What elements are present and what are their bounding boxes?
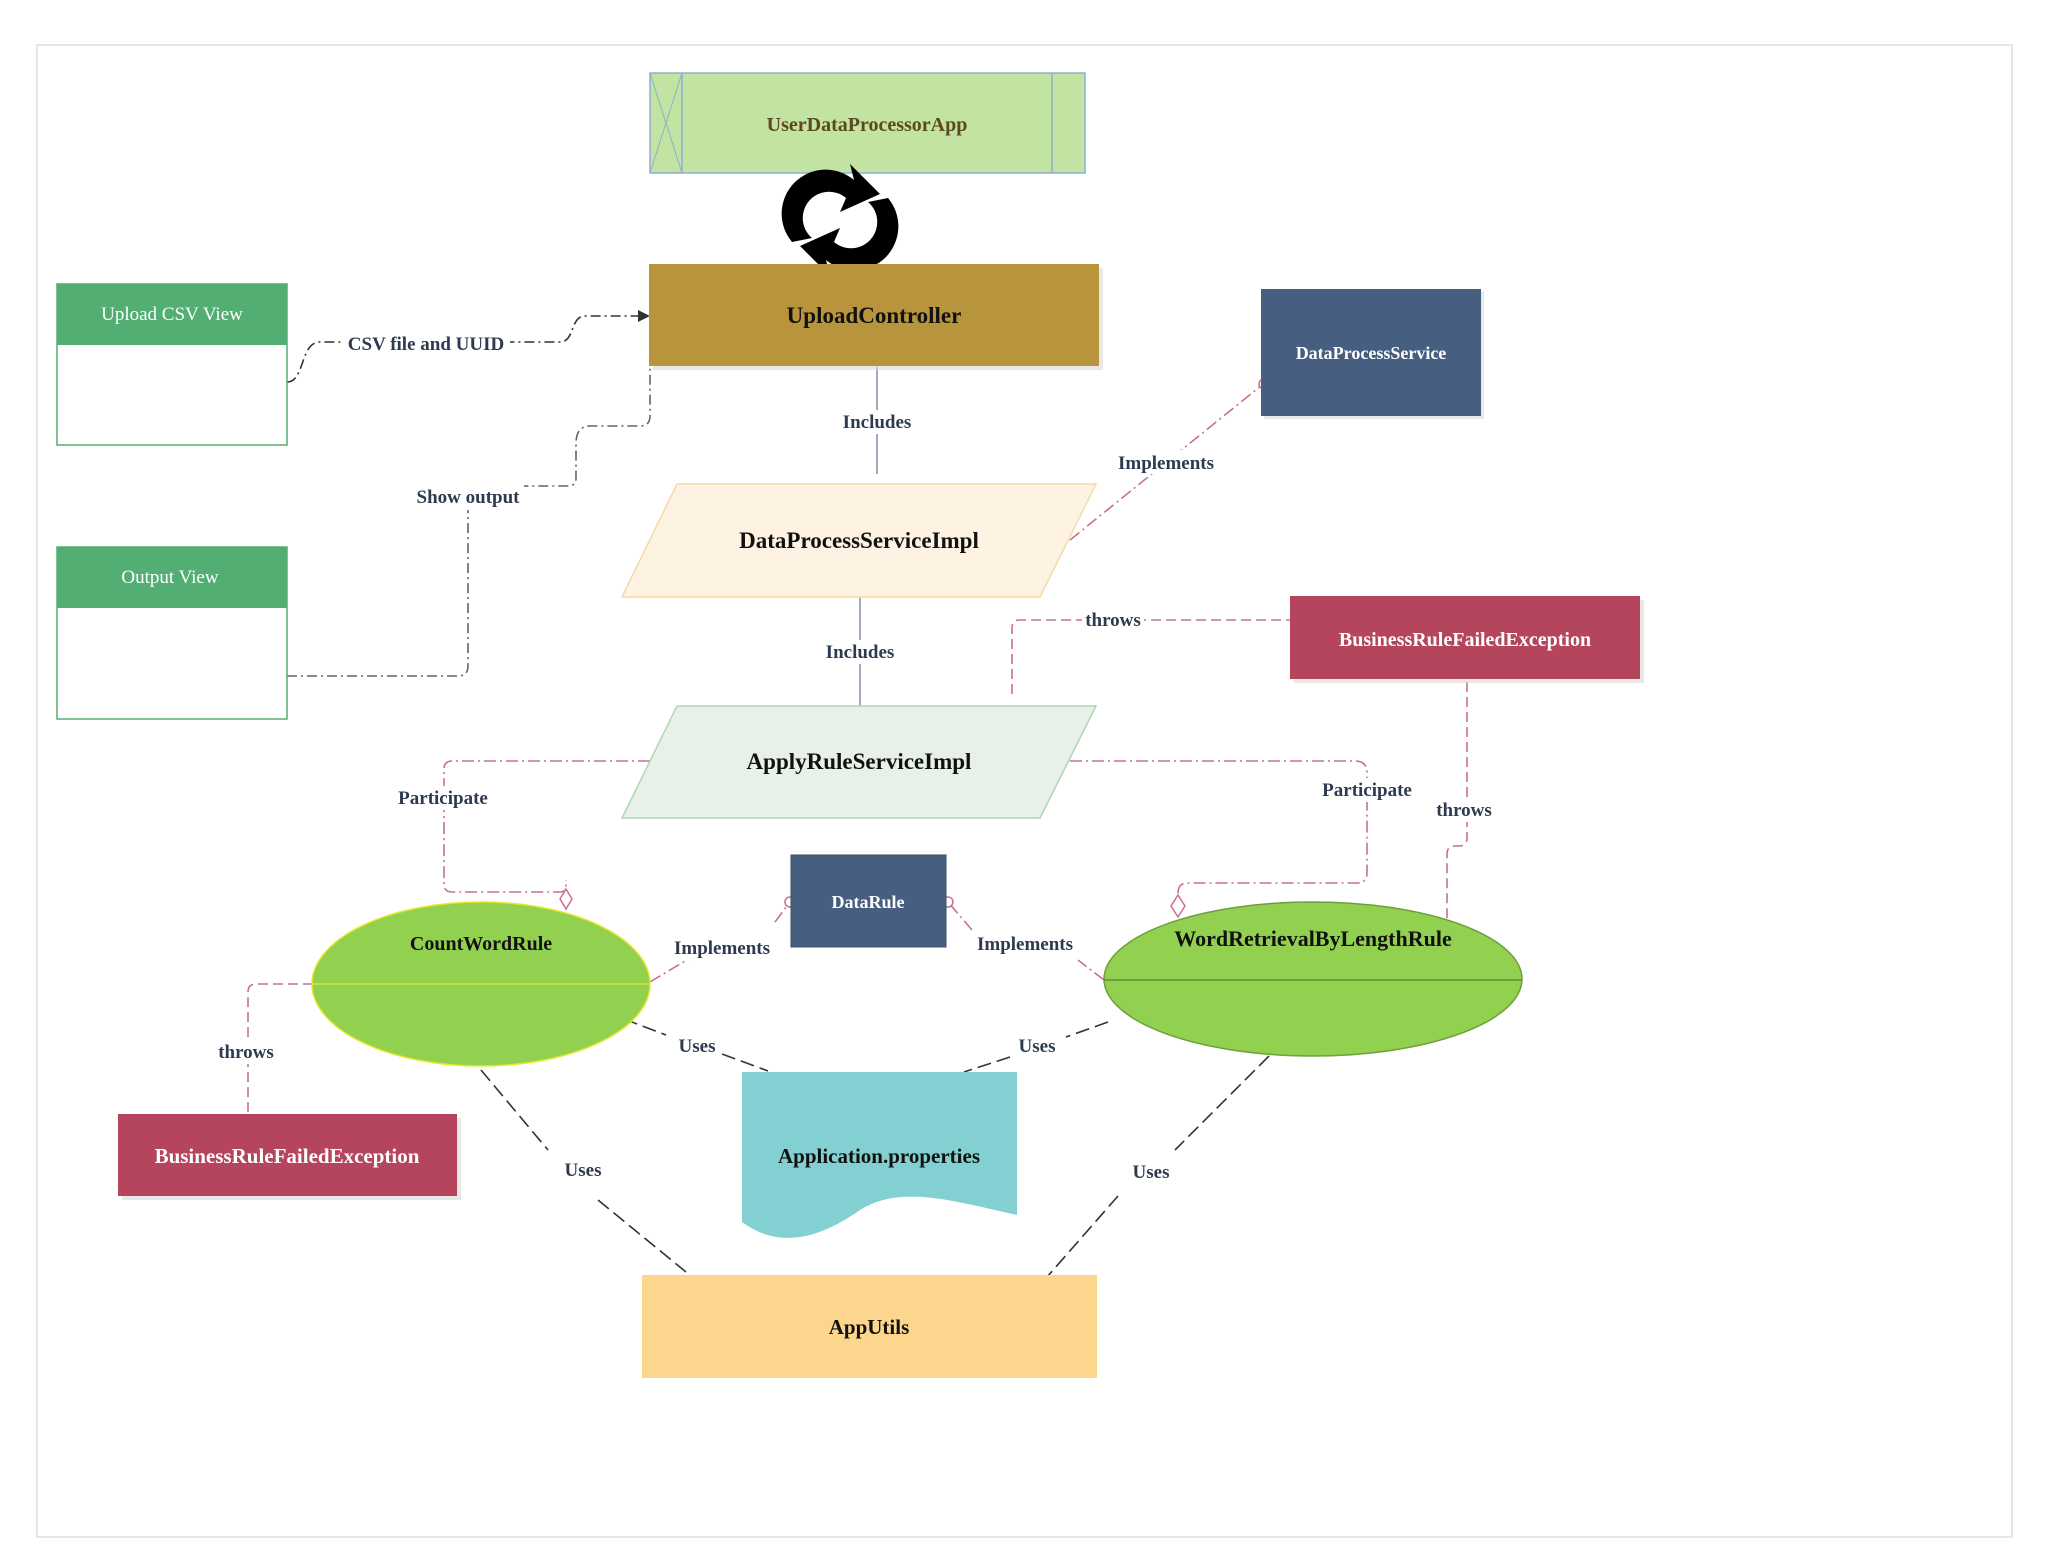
edge-throws-top	[1011, 619, 1292, 694]
business-rule-exception-left-label: BusinessRuleFailedException	[155, 1144, 420, 1168]
uses-utils-left-label-bg	[558, 1158, 608, 1182]
edge-implements-service	[1069, 384, 1263, 541]
business-rule-exception-left-box	[118, 1114, 457, 1196]
throws-right-label-bg	[1432, 798, 1496, 822]
edge-label-implements-right: Implements	[977, 934, 1073, 955]
word-retrieval-rule-shape	[1103, 901, 1523, 1057]
edge-throws-right	[1446, 682, 1468, 920]
app-utils-label: AppUtils	[829, 1315, 910, 1339]
node-apply-rule-service-impl[interactable]: ApplyRuleServiceImpl	[620, 705, 1098, 819]
upload-csv-view-header	[57, 284, 287, 345]
apply-rule-service-impl-label: ApplyRuleServiceImpl	[747, 749, 972, 774]
data-process-service-box	[1261, 289, 1481, 416]
data-process-service-label: DataProcessService	[1296, 343, 1447, 363]
edge-label-throws-top: throws	[1085, 610, 1141, 631]
edge-label-uses-utils-left: Uses	[565, 1160, 602, 1181]
data-rule-label: DataRule	[832, 892, 905, 912]
node-data-process-service[interactable]: DataProcessService	[1261, 289, 1484, 419]
refresh-icon	[781, 164, 899, 276]
edge-participate-left-diamond	[559, 887, 573, 911]
output-view-header	[57, 547, 287, 608]
word-retrieval-rule-label: WordRetrievalByLengthRule	[1174, 926, 1452, 951]
node-data-process-service-impl[interactable]: DataProcessServiceImpl	[620, 483, 1098, 598]
edge-label-show-output: Show output	[417, 487, 521, 508]
edge-uses-utils-left	[480, 1069, 687, 1273]
app-utils-box	[642, 1275, 1097, 1378]
node-upload-csv-view[interactable]: Upload CSV View	[56, 283, 288, 446]
implements-service-label-bg	[1112, 450, 1220, 474]
node-word-retrieval-rule[interactable]: WordRetrievalByLengthRule	[1103, 901, 1523, 1057]
page-frame	[36, 44, 2013, 1538]
data-process-service-impl-label: DataProcessServiceImpl	[739, 528, 979, 553]
throws-left-label-bg	[214, 1040, 278, 1064]
edge-label-implements-service: Implements	[1118, 453, 1214, 474]
app-box-cross-2	[649, 72, 683, 174]
edge-participate-left	[443, 760, 650, 893]
edge-show-output	[287, 322, 651, 677]
includes-2-label-bg	[820, 640, 900, 664]
implements-right-label-bg	[972, 932, 1078, 956]
node-user-data-processor-app[interactable]: UserDataProcessorApp	[649, 72, 1086, 174]
show-output-label-bg	[412, 484, 524, 508]
node-output-view[interactable]: Output View	[56, 546, 288, 720]
node-count-word-rule[interactable]: CountWordRule	[311, 901, 651, 1067]
apply-rule-service-impl-shape	[620, 705, 1098, 819]
uses-utils-right-label-bg	[1126, 1160, 1176, 1184]
uses-props-left-label-bg	[672, 1034, 722, 1058]
includes-1-label-bg	[836, 410, 918, 434]
data-rule-box	[790, 854, 947, 948]
edge-implements-right	[947, 901, 1105, 981]
edge-label-participate-right: Participate	[1322, 780, 1412, 801]
uses-props-right-label-bg	[1012, 1034, 1062, 1058]
csv-file-label-bg	[342, 330, 510, 354]
edge-label-implements-left: Implements	[674, 938, 770, 959]
node-business-rule-exception-right[interactable]: BusinessRuleFailedException	[1290, 596, 1644, 683]
node-data-rule[interactable]: DataRule	[790, 854, 947, 948]
edge-label-includes-2: Includes	[826, 642, 895, 663]
edge-labels: CSV file and UUID Show output Includes I…	[214, 330, 1496, 1184]
participate-right-label-bg	[1316, 778, 1418, 802]
edge-label-csv-file: CSV file and UUID	[348, 334, 504, 355]
business-rule-exception-right-box	[1290, 596, 1640, 679]
upload-csv-view-label: Upload CSV View	[101, 304, 243, 325]
upload-controller-box	[649, 264, 1099, 366]
implements-left-label-bg	[670, 936, 776, 960]
edge-label-includes-1: Includes	[843, 412, 912, 433]
edge-participate-right-diamond	[1170, 893, 1186, 919]
edge-uses-utils-right	[1039, 1055, 1270, 1286]
throws-top-label-bg	[1082, 608, 1144, 632]
edge-label-throws-right: throws	[1436, 800, 1492, 821]
participate-left-label-bg	[392, 786, 494, 810]
app-box	[649, 72, 1086, 174]
edge-throws-left	[247, 983, 313, 1112]
edge-label-participate-left: Participate	[398, 788, 488, 809]
application-properties-shape	[742, 1072, 1017, 1238]
node-business-rule-exception-left[interactable]: BusinessRuleFailedException	[118, 1114, 461, 1200]
upload-controller-label: UploadController	[787, 303, 962, 328]
edge-label-uses-utils-right: Uses	[1133, 1162, 1170, 1183]
data-process-service-impl-shape	[620, 483, 1098, 598]
edge-uses-props-right	[963, 1021, 1109, 1073]
edge-participate-right	[1070, 760, 1368, 900]
edge-label-throws-left: throws	[218, 1042, 274, 1063]
application-properties-label: Application.properties	[778, 1144, 980, 1168]
node-upload-controller[interactable]: UploadController	[649, 264, 1103, 370]
business-rule-exception-right-label: BusinessRuleFailedException	[1339, 629, 1591, 651]
count-word-rule-label: CountWordRule	[410, 933, 552, 955]
node-app-utils[interactable]: AppUtils	[642, 1275, 1097, 1378]
output-view-label: Output View	[121, 567, 218, 588]
edge-label-uses-props-right: Uses	[1019, 1036, 1056, 1057]
edge-label-uses-props-left: Uses	[679, 1036, 716, 1057]
app-label: UserDataProcessorApp	[767, 114, 968, 136]
node-application-properties[interactable]: Application.properties	[742, 1072, 1017, 1238]
